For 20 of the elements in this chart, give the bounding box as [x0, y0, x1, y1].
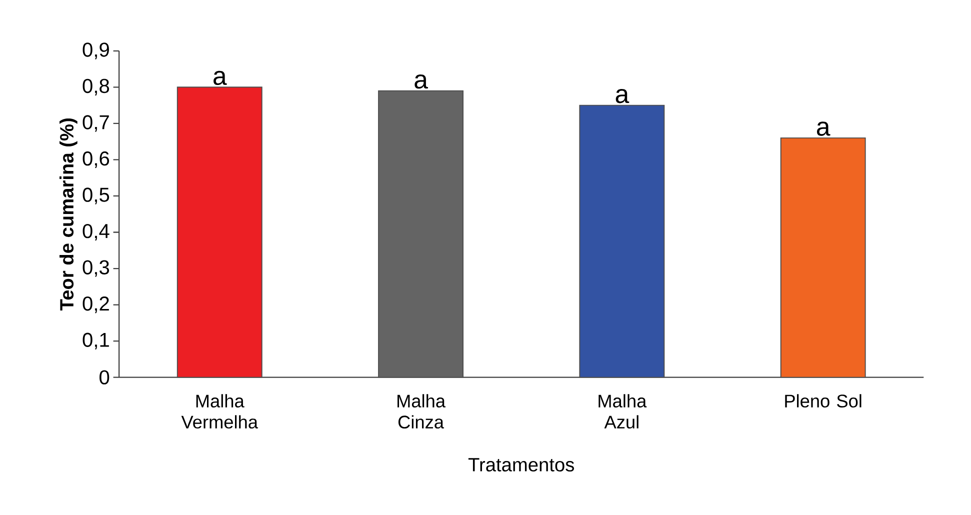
y-axis-title: Teor de cumarina (%) [60, 118, 78, 311]
annotation: a [616, 89, 630, 104]
annotation: a [414, 74, 428, 89]
y-tick-label: 0,4 [82, 224, 110, 241]
y-tick-label: 0,1 [82, 332, 109, 350]
y-tick-label: 0 [100, 370, 110, 385]
y-tick-label: 0,3 [82, 260, 110, 277]
y-tick-label: 0,7 [82, 115, 109, 132]
annotation: a [214, 71, 227, 86]
x-tick-label: Malha Cinza [398, 394, 446, 429]
y-tick-label: 0,9 [82, 42, 109, 60]
x-tick-label: Malha Azul [598, 394, 647, 429]
y-tick-label: 0,5 [82, 188, 110, 204]
y-tick-label: 0,8 [82, 79, 110, 96]
x-axis-title: Tratamentos [468, 458, 574, 472]
x-tick-label: Pleno Sol [785, 394, 862, 408]
y-tick-label: 0,2 [82, 296, 109, 314]
annotation: a [816, 122, 830, 136]
x-tick-label: Malha Vermelha [181, 394, 258, 429]
y-tick-label: 0,6 [82, 152, 110, 168]
